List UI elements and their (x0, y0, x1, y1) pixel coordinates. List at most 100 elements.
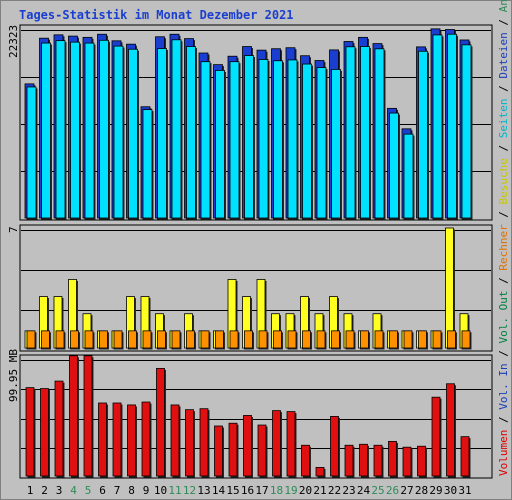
day-label: 2 (41, 484, 48, 497)
legend-entry: Anfragen (497, 0, 510, 12)
hosts-bar (84, 330, 94, 349)
visits-bar (445, 227, 454, 349)
day-label: 17 (255, 484, 268, 497)
day-label: 31 (458, 484, 471, 497)
day-label: 9 (143, 484, 150, 497)
pages-bar (287, 59, 298, 219)
hosts-bar (418, 330, 427, 349)
volume-bar (40, 388, 49, 477)
hosts-bar (200, 330, 210, 349)
legend-entry: Vol. In (497, 363, 510, 409)
chart-title: Tages-Statistik im Monat Dezember 2021 (19, 8, 294, 22)
hosts-bar (142, 330, 152, 349)
hosts-bar (360, 330, 369, 349)
pages-bar (389, 112, 399, 219)
day-label: 3 (56, 484, 63, 497)
pages-bar (345, 46, 356, 219)
day-label: 15 (226, 484, 239, 497)
hosts-bar (302, 330, 311, 349)
volume-bar (344, 444, 354, 477)
volume-bar (388, 440, 397, 477)
pages-bar (461, 44, 472, 219)
day-label: 16 (241, 484, 254, 497)
volume-bar (243, 415, 252, 477)
pages-bar (244, 55, 254, 219)
volume-bar (54, 380, 64, 477)
volume-bar (228, 422, 238, 477)
hosts-bar (331, 330, 340, 349)
volume-bar (170, 404, 180, 477)
hosts-bar (186, 330, 195, 349)
volume-bar (98, 402, 107, 477)
volume-bar (286, 411, 296, 477)
hosts-bar (70, 330, 79, 349)
volume-bar (112, 402, 122, 477)
volume-bar (199, 408, 209, 477)
hosts-bar (41, 330, 50, 349)
bars (24, 28, 473, 478)
pages-bar (447, 33, 457, 219)
hosts-bar (113, 330, 123, 349)
pages-bar (128, 48, 138, 219)
series-legend: Volumen / Vol. In / Vol. Out / Rechner /… (497, 0, 510, 476)
legend-entry: / (497, 271, 510, 291)
hosts-bar (345, 330, 355, 349)
day-label: 5 (85, 484, 92, 497)
pages-bar (374, 48, 385, 219)
day-label: 14 (212, 484, 226, 497)
pages-bar (258, 59, 269, 219)
volume-bar (417, 445, 426, 477)
volume-bar (373, 444, 383, 477)
volume-bar (69, 355, 78, 477)
pages-bar (418, 50, 428, 219)
day-label: 18 (270, 484, 283, 497)
volume-bar (431, 396, 441, 477)
day-labels: 1 2 3 4 5 6 7 8 9 10 11 12 13 14 15 16 17 18 19 20 21 22 23 24 2… (27, 484, 472, 497)
pages-bar (26, 86, 37, 219)
day-label: 4 (70, 484, 77, 497)
volume-bar (330, 416, 339, 477)
hosts-bar (157, 330, 166, 349)
day-label: 29 (429, 484, 442, 497)
volume-bar (446, 383, 455, 477)
hosts-bar (99, 330, 108, 349)
hosts-bar (215, 330, 224, 349)
hosts-bar (461, 330, 471, 349)
pages-bar (302, 63, 312, 219)
day-label: 13 (197, 484, 210, 497)
pages-bar (70, 41, 80, 219)
hosts-bar (244, 330, 253, 349)
day-label: 1 (27, 484, 34, 497)
pages-bar (432, 34, 443, 219)
hosts-bar (229, 330, 239, 349)
legend-entry: / (497, 410, 510, 430)
volume-bar (301, 444, 310, 477)
day-label: 26 (386, 484, 399, 497)
legend-entry: Dateien (497, 32, 510, 78)
pages-bar (99, 39, 109, 219)
pages-bar (403, 133, 414, 219)
legend-entry: / (497, 204, 510, 224)
day-label: 11 (168, 484, 181, 497)
volume-bar (460, 436, 470, 477)
hosts-bar (128, 330, 137, 349)
legend-entry: / (497, 12, 510, 32)
legend-entry: / (497, 344, 510, 364)
day-label: 25 (371, 484, 384, 497)
volume-bar (25, 387, 35, 477)
volume-bar (83, 355, 93, 477)
hosts-bar (316, 330, 326, 349)
hosts-bar (287, 330, 297, 349)
pages-bar (113, 45, 124, 219)
pages-bar (84, 42, 95, 219)
hosts-bar (273, 330, 282, 349)
day-label: 24 (357, 484, 371, 497)
day-label: 6 (99, 484, 106, 497)
hosts-bar (389, 330, 398, 349)
pages-bar (157, 48, 167, 219)
pages-bar (41, 42, 51, 219)
pages-bar (215, 70, 225, 219)
day-label: 23 (342, 484, 355, 497)
pages-bar (229, 61, 240, 219)
